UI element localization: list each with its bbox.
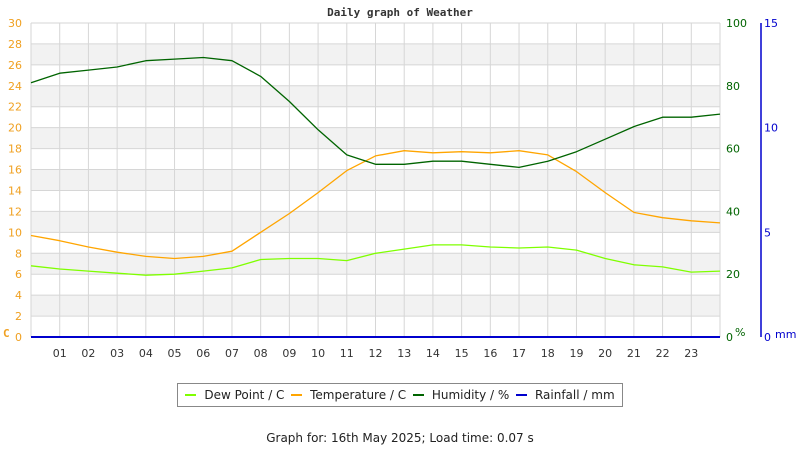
x-axis-tick: 04 xyxy=(139,347,153,360)
left-axis-tick: 6 xyxy=(15,268,22,281)
left-axis-tick: 22 xyxy=(8,101,22,114)
x-axis-tick: 05 xyxy=(168,347,182,360)
x-axis-tick: 07 xyxy=(225,347,239,360)
far-right-axis-tick: 10 xyxy=(764,122,778,135)
left-axis-unit: C xyxy=(3,327,10,340)
right-axis-tick: 100 xyxy=(726,17,747,30)
graph-footer: Graph for: 16th May 2025; Load time: 0.0… xyxy=(266,431,534,445)
left-axis-tick: 10 xyxy=(8,226,22,239)
left-axis-tick: 14 xyxy=(8,184,22,197)
x-axis-tick: 22 xyxy=(656,347,670,360)
temperature-line xyxy=(30,150,721,260)
x-axis-tick: 17 xyxy=(512,347,526,360)
left-axis-tick: 4 xyxy=(15,289,22,302)
left-axis-tick: 16 xyxy=(8,164,22,177)
legend-item-temperature: Temperature / C xyxy=(291,388,406,402)
x-axis-tick: 09 xyxy=(282,347,296,360)
left-axis-tick: 20 xyxy=(8,122,22,135)
chart-legend: Dew Point / C Temperature / C Humidity /… xyxy=(177,383,623,407)
x-axis-tick: 11 xyxy=(340,347,354,360)
right-axis-tick: 20 xyxy=(726,268,740,281)
x-axis-tick: 20 xyxy=(598,347,612,360)
far-right-axis-unit: mm xyxy=(775,328,796,341)
left-axis-tick: 0 xyxy=(15,331,22,344)
x-axis-tick: 18 xyxy=(541,347,555,360)
rainfall-swatch-icon xyxy=(515,394,527,396)
right-axis-unit: % xyxy=(735,326,745,339)
left-axis-tick: 26 xyxy=(8,59,22,72)
x-axis-tick: 13 xyxy=(397,347,411,360)
left-axis-tick: 18 xyxy=(8,143,22,156)
x-axis-tick: 12 xyxy=(369,347,383,360)
x-axis-tick: 19 xyxy=(569,347,583,360)
x-axis-tick: 03 xyxy=(110,347,124,360)
dew-point-swatch-icon xyxy=(185,394,197,396)
x-axis-tick: 08 xyxy=(254,347,268,360)
right-axis-tick: 0 xyxy=(726,331,733,344)
humidity-line xyxy=(30,56,721,169)
x-axis-tick: 01 xyxy=(53,347,67,360)
left-axis-tick: 2 xyxy=(15,310,22,323)
left-axis-tick: 28 xyxy=(8,38,22,51)
x-axis-tick: 21 xyxy=(627,347,641,360)
x-axis-tick: 16 xyxy=(483,347,497,360)
legend-item-humidity: Humidity / % xyxy=(412,388,509,402)
humidity-swatch-icon xyxy=(412,394,424,396)
x-axis-tick: 15 xyxy=(455,347,469,360)
left-axis-tick: 24 xyxy=(8,80,22,93)
dew-point-line xyxy=(30,244,721,276)
x-axis-tick: 14 xyxy=(426,347,440,360)
legend-item-rainfall: Rainfall / mm xyxy=(515,388,615,402)
left-axis-tick: 30 xyxy=(8,17,22,30)
temperature-swatch-icon xyxy=(291,394,303,396)
right-axis-tick: 60 xyxy=(726,143,740,156)
x-axis-tick: 06 xyxy=(196,347,210,360)
x-axis-tick: 10 xyxy=(311,347,325,360)
left-axis-tick: 12 xyxy=(8,205,22,218)
far-right-axis-tick: 0 xyxy=(764,331,771,344)
far-right-axis-tick: 15 xyxy=(764,17,778,30)
right-axis-tick: 80 xyxy=(726,80,740,93)
far-right-axis-tick: 5 xyxy=(764,226,771,239)
right-axis-tick: 40 xyxy=(726,205,740,218)
legend-item-dew-point: Dew Point / C xyxy=(185,388,284,402)
x-axis-tick: 23 xyxy=(684,347,698,360)
chart-title: Daily graph of Weather xyxy=(327,6,473,19)
left-axis-tick: 8 xyxy=(15,247,22,260)
x-axis-tick: 02 xyxy=(81,347,95,360)
